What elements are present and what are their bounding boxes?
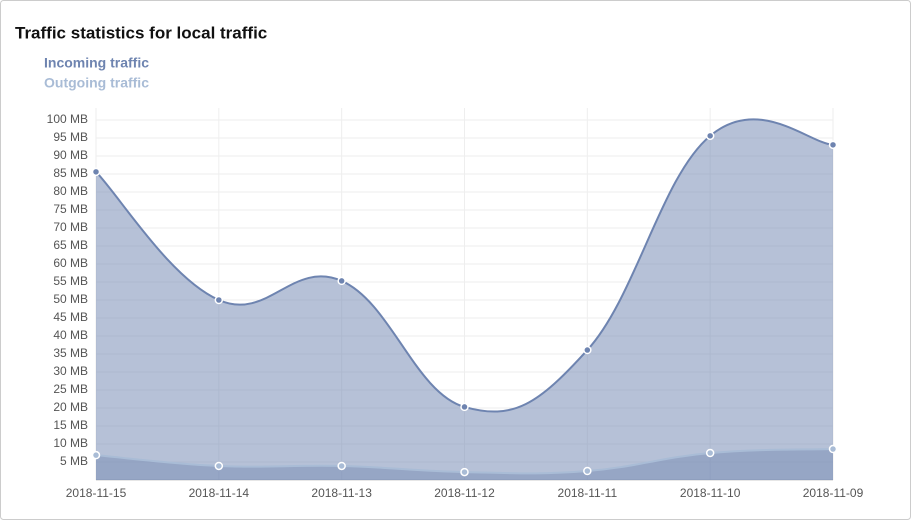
- point: [828, 444, 838, 454]
- y-tick-label: 25 MB: [53, 382, 88, 396]
- x-tick-label: 2018-11-10: [680, 486, 741, 500]
- point: [214, 295, 224, 305]
- y-tick-label: 95 MB: [53, 130, 88, 144]
- y-tick-label: 15 MB: [53, 418, 88, 432]
- x-tick-label: 2018-11-09: [803, 486, 864, 500]
- point: [214, 461, 224, 471]
- chart-title: Traffic statistics for local traffic: [15, 23, 267, 42]
- y-tick-label: 80 MB: [53, 184, 88, 198]
- area: [96, 119, 833, 480]
- x-tick-label: 2018-11-15: [66, 486, 127, 500]
- legend-entry: Outgoing traffic: [44, 75, 149, 91]
- point: [91, 450, 101, 460]
- y-tick-label: 5 MB: [60, 454, 88, 468]
- y-tick-label: 50 MB: [53, 292, 88, 306]
- y-tick-label: 75 MB: [53, 202, 88, 216]
- y-tick-label: 65 MB: [53, 238, 88, 252]
- y-tick-label: 60 MB: [53, 256, 88, 270]
- point: [705, 448, 715, 458]
- x-tick-label: 2018-11-13: [311, 486, 372, 500]
- y-tick-label: 90 MB: [53, 148, 88, 162]
- legend-entry: Incoming traffic: [44, 55, 149, 71]
- point: [583, 345, 592, 355]
- y-tick-label: 30 MB: [53, 364, 88, 378]
- point: [460, 467, 469, 477]
- y-tick-label: 100 MB: [47, 112, 88, 126]
- point: [583, 466, 592, 476]
- y-tick-label: 85 MB: [53, 166, 88, 180]
- y-tick-label: 35 MB: [53, 346, 88, 360]
- x-tick-label: 2018-11-11: [558, 486, 618, 500]
- point: [828, 140, 838, 150]
- point: [337, 276, 346, 286]
- area: [96, 449, 833, 480]
- point: [337, 461, 346, 471]
- y-tick-label: 45 MB: [53, 310, 88, 324]
- y-tick-label: 10 MB: [53, 436, 88, 450]
- y-tick-label: 20 MB: [53, 400, 88, 414]
- y-tick-label: 40 MB: [53, 328, 88, 342]
- x-tick-label: 2018-11-12: [434, 486, 495, 500]
- point: [460, 402, 469, 412]
- y-tick-label: 55 MB: [53, 274, 88, 288]
- point: [705, 131, 715, 141]
- point: [91, 167, 101, 177]
- x-tick-label: 2018-11-14: [189, 486, 250, 500]
- y-tick-label: 70 MB: [53, 220, 88, 234]
